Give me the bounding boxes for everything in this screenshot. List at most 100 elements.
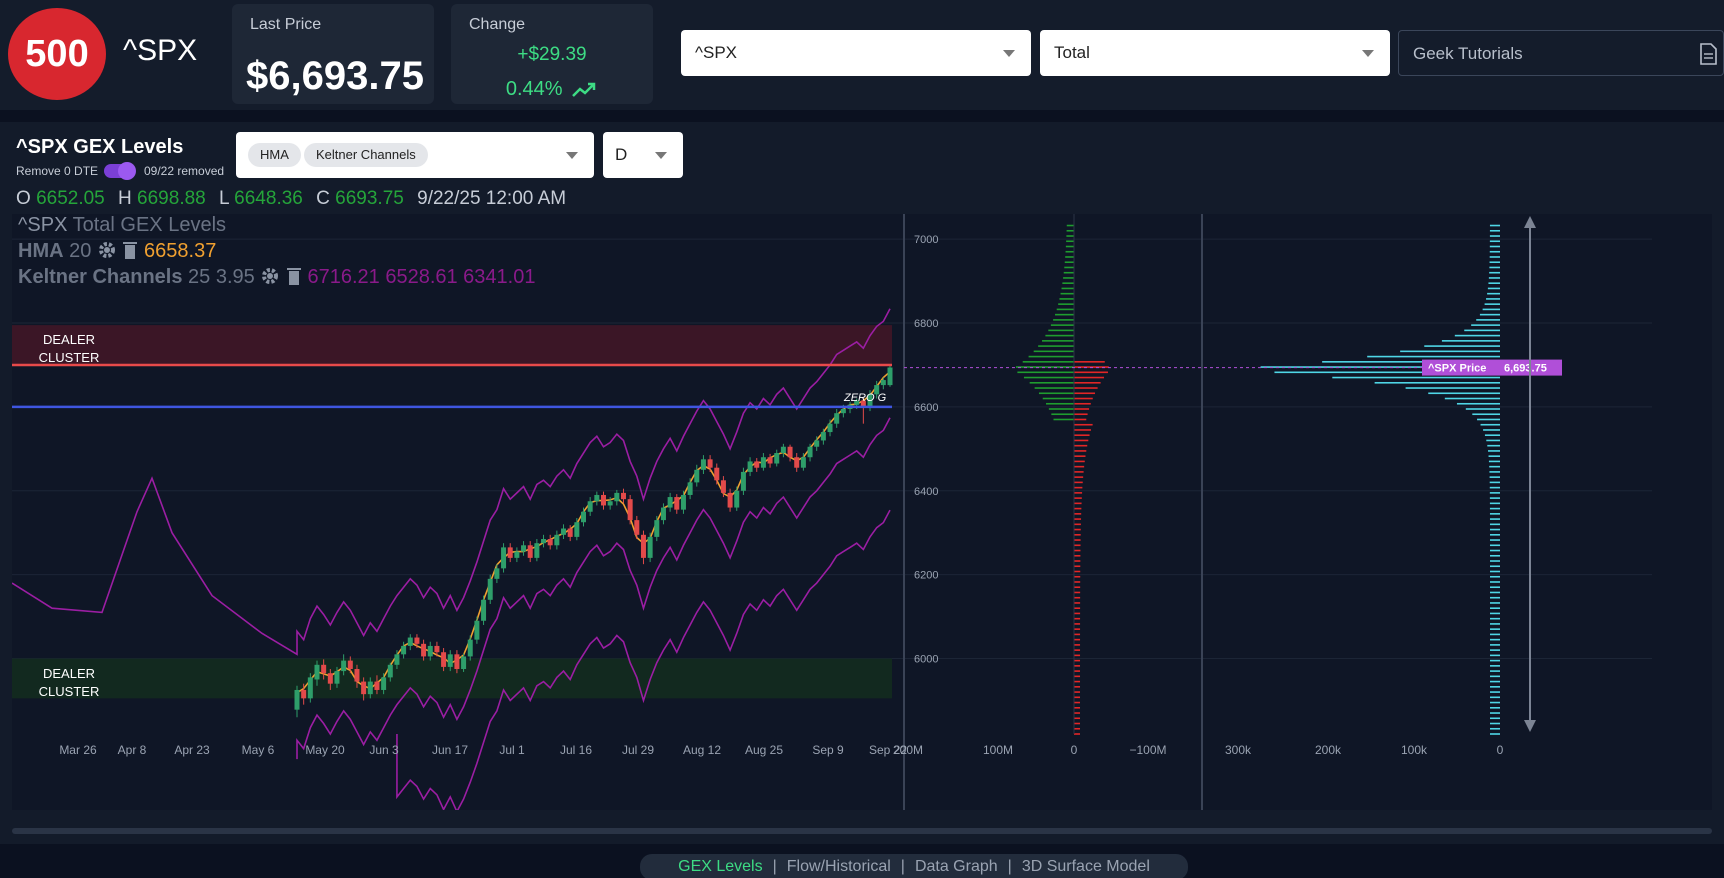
legend-hma-row: HMA 20 6658.37 <box>18 240 535 266</box>
gex-put-bar <box>1074 387 1098 389</box>
open-interest-bar <box>1489 528 1500 531</box>
gex-call-bar <box>1061 287 1074 290</box>
gex-type-select[interactable]: Total <box>1040 30 1390 76</box>
gex-call-bar <box>1065 256 1074 258</box>
price-tag <box>1422 359 1562 376</box>
gear-icon[interactable] <box>260 266 280 286</box>
candle <box>367 681 373 695</box>
open-interest-bar <box>1489 565 1500 568</box>
legend-hma-label: HMA <box>18 240 64 262</box>
chart-horizontal-scrollbar[interactable] <box>12 828 1712 834</box>
view-tabs: GEX Levels | Flow/Historical | Data Grap… <box>640 854 1188 878</box>
open-interest-bar <box>1489 502 1500 505</box>
indicator-multiselect[interactable]: HMA Keltner Channels <box>236 132 594 178</box>
open-interest-bar <box>1487 444 1500 447</box>
period-select[interactable]: D <box>603 132 683 178</box>
gex-put-bar <box>1074 518 1082 520</box>
gex-put-bar <box>1074 492 1083 494</box>
open-interest-bar <box>1441 340 1500 342</box>
symbol-select[interactable]: ^SPX <box>681 30 1031 76</box>
chevron-down-icon <box>655 152 667 159</box>
open-interest-bar <box>1332 376 1500 379</box>
indicator-chip-hma[interactable]: HMA <box>248 143 301 167</box>
candle <box>581 511 587 523</box>
gex-call-bar <box>1051 413 1074 416</box>
open-interest-bar <box>1489 497 1500 499</box>
tab-gex-levels[interactable]: GEX Levels <box>678 858 763 875</box>
open-interest-bar <box>1482 308 1500 311</box>
open-interest-bar <box>1489 549 1500 552</box>
candle <box>414 637 420 644</box>
candle <box>860 400 866 407</box>
trash-icon[interactable] <box>122 240 138 260</box>
change-absolute: +$29.39 <box>517 44 587 65</box>
arrow-up-icon <box>1524 216 1536 228</box>
tab-3d-surface-model[interactable]: 3D Surface Model <box>1021 858 1150 875</box>
open-interest-bar <box>1322 361 1500 363</box>
remove-0dte-toggle[interactable] <box>104 162 136 180</box>
ohlc-close-label: C <box>316 188 330 209</box>
open-interest-bar <box>1489 471 1500 473</box>
keltner-upper-line <box>12 308 891 656</box>
x-tick-label: May 6 <box>242 743 275 757</box>
gex-put-bar <box>1074 450 1087 452</box>
candle <box>780 446 786 454</box>
x-tick-label: Sep 9 <box>812 743 844 757</box>
legend-keltner-params: 25 3.95 <box>188 266 255 288</box>
open-interest-bar <box>1487 287 1500 290</box>
open-interest-bar <box>1489 224 1500 227</box>
gex-put-bar <box>1074 602 1081 604</box>
geek-tutorials-select[interactable]: Geek Tutorials <box>1398 30 1724 76</box>
remove-0dte-label: Remove 0 DTE <box>16 164 99 178</box>
open-interest-bar <box>1477 418 1500 421</box>
gex-put-bar <box>1074 361 1105 363</box>
open-interest-bar <box>1490 638 1500 641</box>
candle <box>694 469 700 483</box>
candle <box>407 637 413 646</box>
trash-icon[interactable] <box>286 266 302 286</box>
y-tick-label: 6200 <box>914 570 938 582</box>
tab-flow-historical[interactable]: Flow/Historical <box>786 858 891 875</box>
indicator-chip-keltner[interactable]: Keltner Channels <box>304 143 428 167</box>
gear-icon[interactable] <box>97 240 117 260</box>
open-interest-bar <box>1490 654 1500 657</box>
trending-up-icon <box>572 82 596 97</box>
open-interest-bar <box>1489 544 1500 547</box>
candle <box>774 453 780 464</box>
open-interest-bar <box>1490 722 1500 725</box>
gex-call-bar <box>1046 402 1074 405</box>
panel-title: ^SPX GEX Levels <box>16 136 184 158</box>
open-interest-bar <box>1489 612 1500 615</box>
open-interest-bar <box>1488 450 1500 452</box>
gex-put-bar <box>1074 575 1081 578</box>
candle <box>634 520 640 535</box>
open-interest-bar <box>1489 256 1500 258</box>
open-interest-bar <box>1472 413 1500 416</box>
chevron-down-icon <box>1003 50 1015 57</box>
gex-put-bar <box>1074 381 1101 384</box>
candle <box>867 394 873 407</box>
gex-call-bar <box>1029 381 1074 384</box>
candle <box>887 367 893 386</box>
open-interest-bar <box>1489 591 1500 594</box>
x-tick-label: Sep 22 <box>869 743 907 757</box>
candle <box>840 409 846 414</box>
tab-data-graph[interactable]: Data Graph <box>914 858 998 875</box>
candle <box>874 385 880 395</box>
candle <box>561 528 567 535</box>
y-tick-label: 6600 <box>914 402 938 414</box>
gex-put-bar <box>1074 465 1085 468</box>
open-interest-bar <box>1490 633 1500 636</box>
candle <box>474 620 480 640</box>
gex-put-bar <box>1074 408 1090 410</box>
legend-hma-value: 6658.37 <box>144 240 217 262</box>
gex-put-bar <box>1074 423 1093 426</box>
gex-put-bar <box>1074 701 1081 704</box>
open-interest-bar <box>1489 596 1500 599</box>
open-interest-bar <box>1465 408 1500 410</box>
gex-call-bar <box>1042 340 1074 342</box>
dealer-cluster-upper-zone <box>12 325 892 365</box>
gex-chart[interactable]: ZERO G 6000 6200 6400 6600 6800 7000 ^SPX Price… <box>12 214 1712 810</box>
candle <box>654 520 660 537</box>
symbol-select-value: ^SPX <box>695 43 737 62</box>
